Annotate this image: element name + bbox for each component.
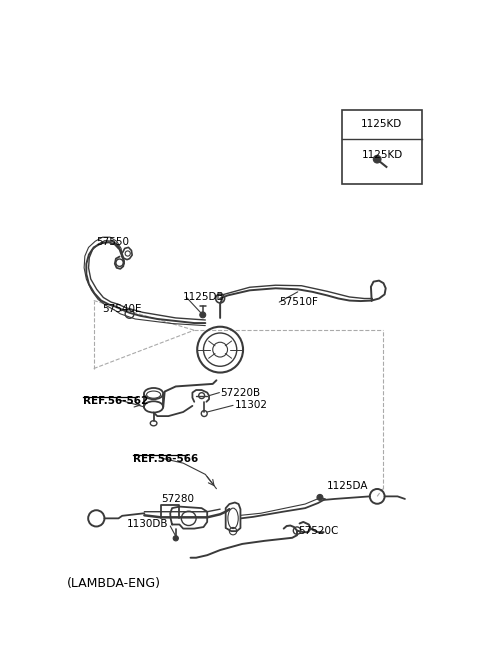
Text: 57520C: 57520C bbox=[298, 526, 338, 536]
Text: REF.56-566: REF.56-566 bbox=[133, 454, 199, 464]
Text: 11302: 11302 bbox=[235, 400, 268, 410]
Text: 1125DA: 1125DA bbox=[327, 481, 369, 491]
Circle shape bbox=[200, 312, 206, 318]
Bar bbox=[342, 110, 421, 185]
Text: 1125KD: 1125KD bbox=[361, 119, 402, 129]
Text: (LAMBDA-ENG): (LAMBDA-ENG) bbox=[67, 577, 161, 590]
Text: 57280: 57280 bbox=[161, 495, 194, 505]
Text: REF.56-562: REF.56-562 bbox=[84, 396, 149, 406]
Text: 57220B: 57220B bbox=[220, 388, 260, 398]
Text: 57510F: 57510F bbox=[279, 297, 318, 307]
Text: 1130DB: 1130DB bbox=[127, 519, 168, 529]
Circle shape bbox=[373, 155, 381, 163]
Text: 57540E: 57540E bbox=[102, 303, 141, 313]
Text: 1125DB: 1125DB bbox=[183, 292, 225, 302]
Circle shape bbox=[317, 495, 323, 501]
Circle shape bbox=[173, 536, 179, 541]
Text: 1125KD: 1125KD bbox=[362, 150, 403, 160]
Text: 57550: 57550 bbox=[96, 237, 129, 247]
